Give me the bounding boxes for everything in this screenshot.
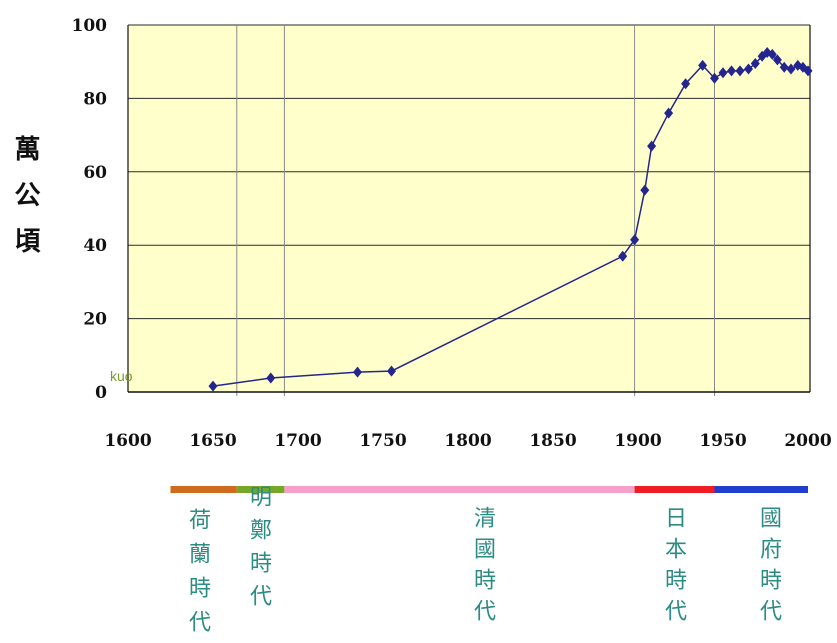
x-tick-labels: 1600 1650 1700 1750 1800 1850 1900 1950 2000 [104, 431, 831, 451]
period-timeline-bar [170, 486, 808, 493]
y-tick-label: 100 [72, 16, 108, 36]
period-label-dutch: 荷蘭時代 [185, 508, 210, 643]
timeline-segment [170, 486, 237, 493]
data-point-marker [779, 61, 789, 73]
y-tick-label: 60 [83, 163, 107, 183]
data-point-marker [698, 59, 708, 71]
data-point-marker [353, 366, 362, 378]
y-tick-labels: 0 20 40 60 80 100 [72, 16, 108, 403]
x-tick-label: 1650 [189, 431, 236, 451]
timeline-segment [714, 486, 808, 493]
data-point-marker [664, 107, 674, 119]
data-point-marker [387, 365, 396, 377]
timeline-segment [634, 486, 715, 493]
period-label-ming-zheng: 明鄭時代 [246, 485, 271, 617]
data-point-marker [803, 65, 813, 77]
data-point-marker [735, 65, 745, 77]
plot-area [128, 25, 810, 392]
data-point-marker [208, 380, 218, 392]
period-divider-lines [236, 25, 715, 396]
y-tick-label: 0 [95, 383, 107, 403]
data-point-marker [767, 48, 777, 60]
period-label-nationalist: 國府時代 [756, 506, 781, 630]
data-point-marker [640, 184, 650, 196]
data-point-marker [630, 234, 640, 246]
x-tick-label: 1950 [699, 431, 746, 451]
gridlines [128, 24, 810, 320]
x-tick-label: 1850 [529, 431, 576, 451]
data-point-marker [647, 140, 657, 152]
data-point-marker [772, 54, 782, 66]
x-tick-label: 2000 [784, 431, 831, 451]
data-point-marker [681, 78, 691, 90]
series-markers [208, 47, 813, 392]
data-point-marker [618, 250, 628, 262]
y-axis-label: 萬公頃 [10, 135, 40, 273]
period-label-japanese: 日本時代 [661, 506, 686, 630]
timeline-segment [236, 486, 285, 493]
y-tick-label: 80 [83, 89, 107, 109]
timeline-segment [284, 486, 635, 493]
y-tick-label: 40 [83, 236, 107, 256]
x-tick-label: 1750 [359, 431, 406, 451]
y-tick-label: 20 [83, 310, 107, 330]
data-point-marker [710, 72, 719, 84]
x-tick-label: 1900 [614, 431, 661, 451]
data-point-marker [750, 58, 760, 70]
period-label-qing: 清國時代 [470, 506, 495, 630]
x-tick-label: 1800 [444, 431, 491, 451]
data-point-marker [744, 63, 753, 75]
data-point-marker [727, 65, 736, 77]
data-point-marker [266, 372, 276, 384]
kuo-annotation: kuo [110, 368, 133, 384]
x-tick-label: 1700 [274, 431, 321, 451]
data-point-marker [786, 63, 796, 75]
data-point-marker [718, 67, 728, 79]
x-tick-label: 1600 [104, 431, 151, 451]
